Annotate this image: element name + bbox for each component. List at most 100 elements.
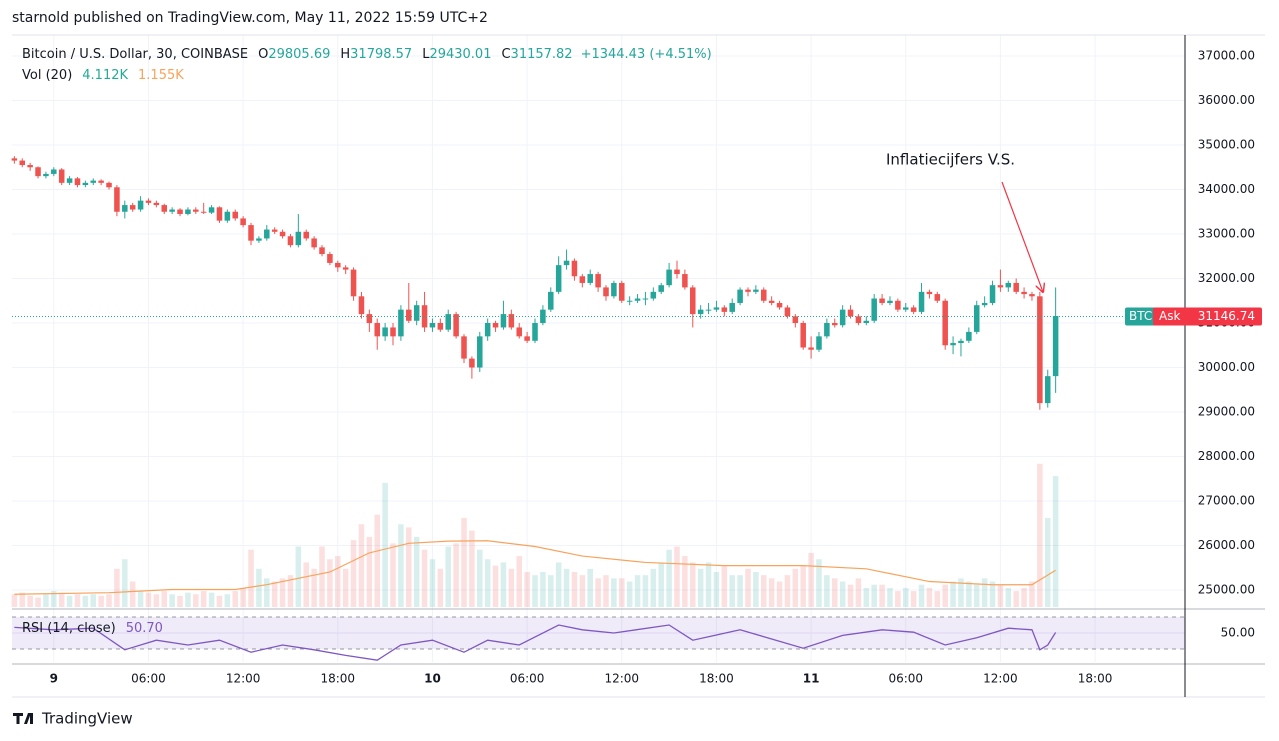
candle-body (256, 238, 262, 241)
candle-body (863, 320, 870, 324)
candle-body (240, 218, 246, 226)
volume-bar (847, 584, 854, 607)
x-tick-label: 12:00 (983, 672, 1018, 686)
candle-body (571, 260, 578, 277)
candle-body (366, 314, 373, 324)
candle-body (1029, 294, 1035, 297)
volume-bar (90, 594, 97, 607)
x-tick-label: 11 (803, 672, 820, 686)
volume-bar (887, 587, 893, 607)
candle-body (713, 307, 720, 310)
volume-bar (248, 549, 254, 607)
volume-bar (579, 575, 586, 607)
candle-body (106, 182, 112, 188)
candle-body (74, 178, 81, 186)
volume-bar (800, 565, 806, 607)
candle-body (737, 289, 743, 303)
candle-body (902, 307, 909, 310)
candle-body (721, 307, 728, 312)
candle-body (942, 300, 948, 346)
volume-bar (895, 591, 901, 607)
volume-bar (311, 568, 317, 607)
volume-bar (524, 571, 530, 607)
candle-body (745, 289, 751, 292)
candle-body (185, 209, 191, 214)
y-tick-label: 34000.00 (1198, 182, 1255, 196)
annotation-arrow (1001, 181, 1043, 292)
volume-bar (374, 514, 380, 607)
volume-bar (287, 575, 294, 607)
volume-bar (934, 591, 941, 607)
volume-bar (532, 575, 538, 607)
volume-bar (926, 587, 933, 607)
candle-body (153, 202, 160, 206)
candle-body (358, 296, 365, 315)
candle-body (824, 323, 830, 337)
volume-bar (200, 591, 207, 607)
legend-item: +1344.43 (+4.51%) (581, 47, 712, 62)
candle-body (437, 323, 444, 330)
candle-body (650, 291, 657, 299)
legend-item: C (501, 47, 510, 62)
x-tick-label: 06:00 (131, 672, 166, 686)
volume-bar (208, 592, 215, 607)
volume-bar (224, 594, 231, 607)
volume-bar (27, 595, 33, 607)
volume-bar (492, 565, 499, 607)
candle-body (761, 289, 767, 301)
volume-bar (169, 594, 175, 607)
volume-bar (776, 581, 783, 607)
volume-bar (58, 592, 65, 607)
candle-body (816, 336, 822, 350)
candle-body (413, 305, 420, 321)
candle-body (1037, 296, 1043, 404)
candle-body (997, 285, 1004, 288)
candle-body (784, 307, 791, 317)
axes: 25000.00 26000.00 27000.00 28000.00 29000.00… (50, 49, 1262, 686)
volume-bar (784, 575, 791, 607)
x-tick-label: 06:00 (888, 672, 923, 686)
candle-body (808, 347, 814, 350)
rsi-line (14, 624, 1057, 661)
volume-bar (66, 595, 73, 607)
legend-item: 29430.01 (429, 47, 491, 62)
volume-bar (429, 559, 436, 607)
y-tick-label: 35000.00 (1198, 138, 1255, 152)
candle-body (729, 302, 735, 312)
candle-body (224, 211, 231, 221)
ask-price: 31146.74 (1198, 309, 1255, 323)
candle-body (177, 209, 183, 214)
candle-body (382, 327, 388, 337)
candle-body (690, 287, 696, 315)
volume-bar (1013, 591, 1019, 607)
volume-bar (437, 568, 444, 607)
y-tick-label: 25000.00 (1198, 583, 1255, 597)
candle-body (934, 294, 941, 301)
volume-bar (484, 559, 491, 607)
candle-body (248, 225, 254, 241)
volume-bar (650, 568, 657, 607)
volume-bar (966, 581, 972, 607)
candle-body (11, 158, 18, 161)
candle-body (295, 231, 302, 246)
legend-item: H (340, 47, 350, 62)
volume-bar (319, 546, 325, 607)
y-tick-label: 33000.00 (1198, 227, 1255, 241)
volume-bar (682, 556, 688, 607)
annotation: Inflatiecijfers V.S. (886, 151, 1015, 169)
volume-bar (98, 595, 104, 607)
volume-bar (122, 559, 128, 607)
volume-bar (216, 595, 223, 607)
volume-bar (185, 592, 191, 607)
volume-bar (350, 540, 357, 607)
volume-bar (240, 587, 246, 607)
candle-body (705, 309, 712, 311)
candle-body (682, 274, 688, 288)
volume-bar (74, 594, 81, 607)
volume-bar (571, 571, 578, 607)
volume-bar (445, 546, 451, 607)
volume-bar (1021, 587, 1027, 607)
legend-item: Bitcoin / U.S. Dollar, 30, COINBASE (22, 47, 248, 62)
logo: TradingView (13, 710, 133, 728)
volume-bar (611, 578, 617, 607)
